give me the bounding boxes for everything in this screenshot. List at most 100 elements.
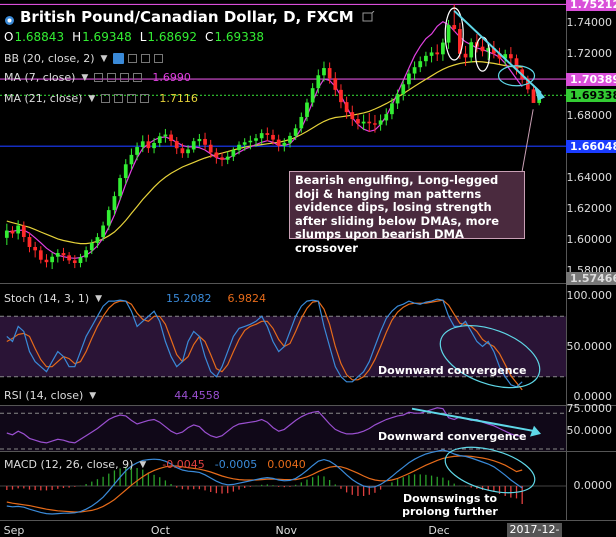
candle-body: [418, 61, 423, 68]
trend-arrow: [453, 10, 542, 94]
low-value: 1.68692: [147, 30, 198, 44]
stoch-title[interactable]: Stoch (14, 3, 1) ▼ 15.2082 6.9824: [4, 292, 266, 305]
title-settings-icon[interactable]: [362, 8, 375, 26]
high-value: 1.69348: [82, 30, 132, 44]
settings-icon[interactable]: [128, 54, 138, 63]
indicator-label-ma7: MA (7, close): [4, 71, 76, 84]
pattern-ellipse: [497, 65, 536, 87]
candle-body: [333, 78, 338, 90]
eye-icon[interactable]: [94, 73, 104, 82]
candle-body: [84, 250, 88, 258]
candle-body: [208, 144, 213, 153]
time-axis-tick: Oct: [150, 524, 170, 537]
ohlc-readout: O 1.68843 H 1.69348 L 1.68692 C 1.69338: [4, 30, 272, 44]
candle-body: [350, 112, 355, 120]
candle-body: [72, 260, 77, 264]
macd-title[interactable]: MACD (12, 26, close, 9) ▼ -0.0045 -0.000…: [4, 458, 306, 471]
candle-body: [112, 196, 117, 211]
candle-body: [293, 128, 298, 136]
rsi-trend-arrow: [411, 407, 536, 433]
indicator-row-bb[interactable]: BB (20, close, 2) ▼: [4, 52, 167, 65]
eye-icon[interactable]: [101, 94, 111, 103]
candle-body: [361, 121, 366, 124]
eye-icon[interactable]: [113, 53, 125, 64]
candle-body: [435, 52, 440, 55]
candle-body: [220, 157, 224, 160]
candle-body: [78, 257, 83, 264]
price-label: 1.57466: [566, 272, 616, 286]
rsi-axis-tick: 50.0000: [566, 424, 613, 438]
chevron-down-icon[interactable]: ▼: [95, 293, 103, 304]
more-icon[interactable]: [133, 73, 143, 82]
price-axis-tick: 1.72000: [566, 47, 613, 61]
chevron-down-icon[interactable]: ▼: [89, 390, 97, 401]
candle-body: [407, 73, 411, 85]
close-icon[interactable]: [120, 73, 130, 82]
stoch-axis-tick: 100.000: [566, 289, 613, 303]
candle-body: [378, 120, 383, 125]
candle-body: [497, 53, 502, 59]
settings-icon[interactable]: [107, 73, 117, 82]
close-icon[interactable]: [141, 54, 151, 63]
more-icon[interactable]: [154, 54, 164, 63]
stoch-note: Downward convergence: [378, 364, 527, 377]
chevron-down-icon[interactable]: ▼: [88, 93, 96, 104]
candle-body: [157, 136, 162, 144]
candle-body: [140, 141, 145, 148]
candle-body: [429, 52, 434, 56]
macd-line-value: -0.0005: [214, 458, 258, 471]
candle-body: [38, 250, 43, 260]
annotation-pointer: [521, 109, 534, 173]
candle-body: [174, 141, 179, 149]
last-date-label: 2017-12-29: [507, 523, 562, 537]
rsi-label: RSI (14, close): [4, 389, 84, 402]
candle-body: [203, 138, 207, 145]
candle-body: [310, 88, 315, 103]
stoch-ellipse: [439, 325, 541, 389]
candle-body: [446, 25, 451, 43]
chevron-down-icon[interactable]: ▼: [139, 459, 147, 470]
candle-body: [305, 102, 309, 117]
candle-body: [508, 54, 513, 59]
candle-body: [384, 114, 389, 121]
candle-body: [33, 246, 38, 251]
candle-body: [89, 242, 94, 251]
candle-body: [282, 142, 287, 146]
candle-body: [106, 210, 111, 226]
candle-body: [441, 42, 445, 55]
close-icon[interactable]: [127, 94, 137, 103]
candle-body: [50, 256, 55, 263]
candle-body: [67, 255, 71, 261]
candle-body: [254, 138, 258, 141]
open-key: O: [4, 30, 14, 44]
candle-body: [276, 139, 281, 146]
candle-body: [10, 230, 15, 234]
settings-icon[interactable]: [114, 94, 124, 103]
rsi-title[interactable]: RSI (14, close) ▼ 44.4558: [4, 389, 220, 402]
rsi-value: 44.4558: [174, 389, 220, 402]
rsi-axis-tick: 75.0000: [566, 401, 613, 415]
candle-body: [356, 119, 360, 124]
macd-line: [6, 449, 523, 515]
more-icon[interactable]: [140, 94, 150, 103]
candle-body: [531, 89, 536, 103]
price-axis-tick: 1.64000: [566, 170, 613, 184]
candle-body: [95, 237, 100, 243]
macd-hist-value: -0.0045: [162, 458, 205, 471]
chevron-down-icon[interactable]: ▼: [100, 53, 108, 64]
candle-body: [322, 68, 326, 76]
indicator-row-ma7[interactable]: MA (7, close) ▼ 1.6990: [4, 71, 191, 84]
trend-arrowhead: [534, 85, 545, 101]
price-axis-tick: 1.62000: [566, 201, 613, 215]
symbol-icon: [4, 12, 15, 25]
candle-body: [412, 67, 417, 74]
candle-body: [16, 225, 21, 234]
macd-signal-value: 0.0040: [267, 458, 306, 471]
candle-body: [395, 94, 400, 104]
symbol-title: British Pound/Canadian Dollar, D, FXCM: [4, 8, 375, 26]
indicator-row-ma21[interactable]: MA (21, close) ▼ 1.7116: [4, 92, 198, 105]
chevron-down-icon[interactable]: ▼: [81, 72, 89, 83]
stoch-label: Stoch (14, 3, 1): [4, 292, 90, 305]
